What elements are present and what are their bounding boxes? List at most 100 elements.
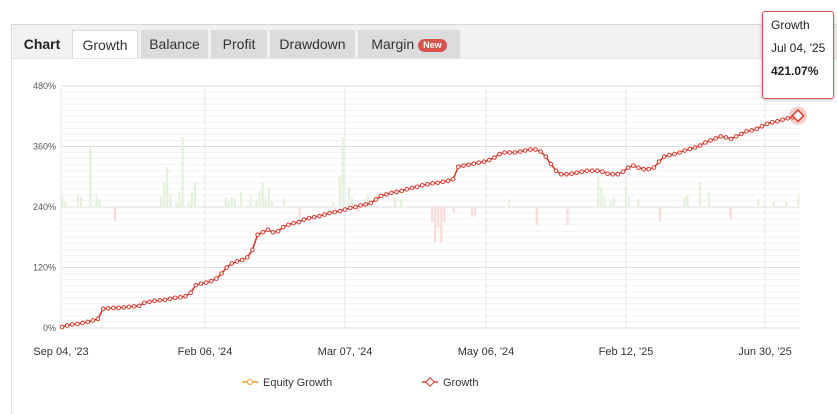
profit-bar: [187, 202, 190, 207]
growth-point: [558, 171, 564, 177]
growth-point: [399, 188, 404, 194]
growth-point: [90, 318, 96, 323]
growth-point: [317, 213, 322, 219]
x-tick-label: Feb 06, '24: [178, 346, 233, 358]
profit-bar: [283, 199, 286, 207]
growth-point: [389, 190, 394, 196]
growth-point: [121, 305, 127, 310]
growth-point: [744, 129, 749, 134]
profit-bar: [261, 182, 264, 207]
profit-bar: [258, 191, 261, 207]
growth-point: [59, 324, 65, 330]
growth-point: [64, 323, 70, 328]
profit-bar: [98, 199, 101, 207]
profit-bar: [332, 202, 335, 207]
profit-bar: [193, 182, 196, 207]
growth-point: [682, 148, 688, 153]
tab-balance[interactable]: Balance: [141, 30, 208, 58]
growth-point: [111, 305, 116, 311]
growth-point: [780, 117, 785, 123]
growth-point: [311, 214, 317, 220]
growth-point: [353, 204, 358, 210]
growth-point: [564, 171, 569, 177]
growth-point: [208, 278, 214, 284]
chart-area-frame: [11, 58, 837, 414]
growth-point: [548, 161, 554, 167]
growth-point: [450, 176, 456, 182]
growth-point: [157, 297, 163, 303]
growth-point: [620, 169, 626, 175]
growth-point: [327, 210, 332, 216]
profit-bar: [474, 207, 477, 215]
growth-point: [239, 257, 245, 263]
growth-point: [579, 169, 585, 175]
growth-point: [517, 149, 523, 154]
profit-bar: [227, 202, 230, 207]
growth-point: [419, 183, 425, 188]
growth-point: [708, 138, 713, 143]
growth-point: [651, 165, 657, 170]
growth-point: [764, 121, 770, 127]
profit-bar: [686, 195, 689, 207]
profit-bar: [772, 202, 775, 207]
profit-bar: [434, 207, 437, 242]
growth-point: [131, 304, 137, 309]
tab-profit[interactable]: Profit: [211, 30, 267, 58]
growth-point: [260, 229, 266, 235]
tab-drawdown[interactable]: Drawdown: [270, 30, 355, 58]
growth-point: [214, 276, 219, 281]
growth-point: [769, 120, 775, 125]
growth-point: [373, 197, 379, 202]
growth-point: [605, 171, 610, 177]
growth-point: [471, 161, 477, 166]
profit-bar: [637, 199, 640, 207]
growth-point: [435, 180, 441, 186]
profit-bar: [366, 195, 369, 207]
growth-point: [136, 303, 142, 309]
growth-point: [641, 166, 646, 172]
growth-point: [378, 193, 384, 199]
tab-chart-title: Chart: [23, 36, 61, 52]
profit-bar: [240, 192, 243, 207]
growth-point: [512, 150, 518, 155]
growth-point: [785, 115, 791, 121]
growth-point: [723, 135, 729, 140]
growth-point: [322, 212, 327, 217]
growth-point: [337, 208, 343, 214]
growth-point: [713, 136, 718, 141]
profit-bar: [597, 177, 600, 207]
growth-point: [636, 165, 641, 170]
growth-point: [255, 232, 260, 238]
growth-point: [456, 164, 461, 169]
growth-point: [533, 147, 538, 152]
growth-point: [409, 185, 415, 191]
profit-bar: [443, 207, 446, 222]
growth-point: [610, 171, 616, 177]
profit-bar: [400, 199, 403, 207]
growth-point: [502, 150, 507, 155]
growth-point: [188, 290, 193, 296]
tab-margin[interactable]: Margin New: [358, 30, 460, 58]
growth-point: [615, 171, 621, 177]
hover-point: [791, 108, 805, 123]
growth-point: [306, 215, 312, 221]
growth-point: [661, 154, 667, 159]
profit-bar: [270, 201, 273, 207]
profit-bar: [76, 195, 79, 207]
profit-bar: [658, 207, 661, 222]
growth-point: [522, 148, 528, 153]
growth-point: [203, 280, 209, 285]
y-tick-label: 120%: [33, 263, 56, 273]
tooltip-date: Jul 04, '25: [771, 41, 826, 55]
growth-point: [733, 134, 739, 139]
profit-bar: [471, 207, 474, 217]
profit-bar: [298, 207, 301, 217]
growth-point: [126, 304, 132, 310]
profit-bar: [785, 201, 788, 207]
growth-point: [332, 209, 338, 215]
profit-bar: [437, 207, 440, 227]
growth-point: [739, 131, 744, 137]
profit-bar: [440, 207, 443, 242]
profit-bar: [233, 199, 237, 207]
growth-point: [116, 305, 121, 311]
